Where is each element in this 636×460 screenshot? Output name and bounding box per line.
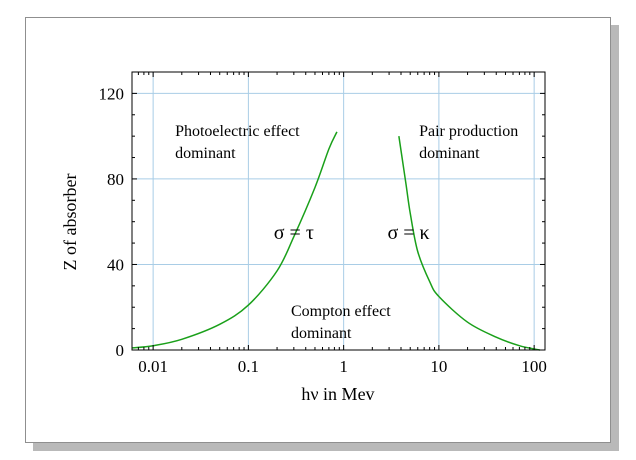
x-tick-label: 100 xyxy=(521,357,547,376)
annotation-line: Compton effect xyxy=(291,303,391,320)
annotation-line: dominant xyxy=(175,145,236,162)
grid-lines xyxy=(132,72,545,350)
photoelectric-boundary-line xyxy=(131,131,338,349)
y-axis-title: Z of absorber xyxy=(60,174,80,271)
plot-border xyxy=(131,71,546,351)
x-tick-label: 0.01 xyxy=(138,357,168,376)
axes xyxy=(131,71,546,351)
labels: hν in Mev Z of absorber 0.01 0.1 1 10 100 0 40… xyxy=(60,84,547,404)
x-tick-label: 10 xyxy=(430,357,447,376)
annotation-label: Photoelectric effect dominant xyxy=(175,123,300,162)
annotation-symbol: σ = τ xyxy=(274,222,314,244)
y-tick-label: 40 xyxy=(107,255,124,274)
x-tick-label: 0.1 xyxy=(238,357,259,376)
annotation-line: dominant xyxy=(291,325,352,342)
y-tick-label: 80 xyxy=(107,170,124,189)
annotation-line: Pair production xyxy=(419,123,518,140)
x-tick-label: 1 xyxy=(339,357,348,376)
chart-frame xyxy=(25,17,611,443)
y-tick-label: 0 xyxy=(116,341,125,360)
annotation-label: Pair production dominant xyxy=(419,123,518,162)
annotation-line: dominant xyxy=(419,145,480,162)
annotation-symbol: σ = κ xyxy=(387,222,429,244)
annotation-line: Photoelectric effect xyxy=(175,123,300,140)
x-axis-title: hν in Mev xyxy=(301,384,374,404)
y-tick-label: 120 xyxy=(99,84,125,103)
annotation-label: Compton effect dominant xyxy=(291,303,391,342)
